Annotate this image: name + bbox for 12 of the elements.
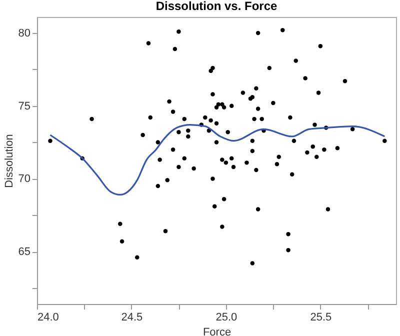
x-axis-title: Force	[202, 326, 232, 336]
y-tick-label: 65	[18, 246, 30, 258]
y-tick-label: 75	[18, 100, 30, 112]
y-tick-label: 80	[18, 28, 30, 40]
x-tick-label: 25.5	[310, 312, 332, 324]
x-tick-label: 25.0	[216, 312, 238, 324]
y-axis-title: Dissolution	[3, 134, 16, 188]
chart-title: Dissolution vs. Force	[156, 0, 278, 13]
line-series	[49, 124, 386, 196]
y-tick-label: 70	[18, 173, 30, 186]
x-tick-label: 24.5	[121, 312, 143, 324]
x-tick-label: 24.0	[38, 312, 59, 324]
